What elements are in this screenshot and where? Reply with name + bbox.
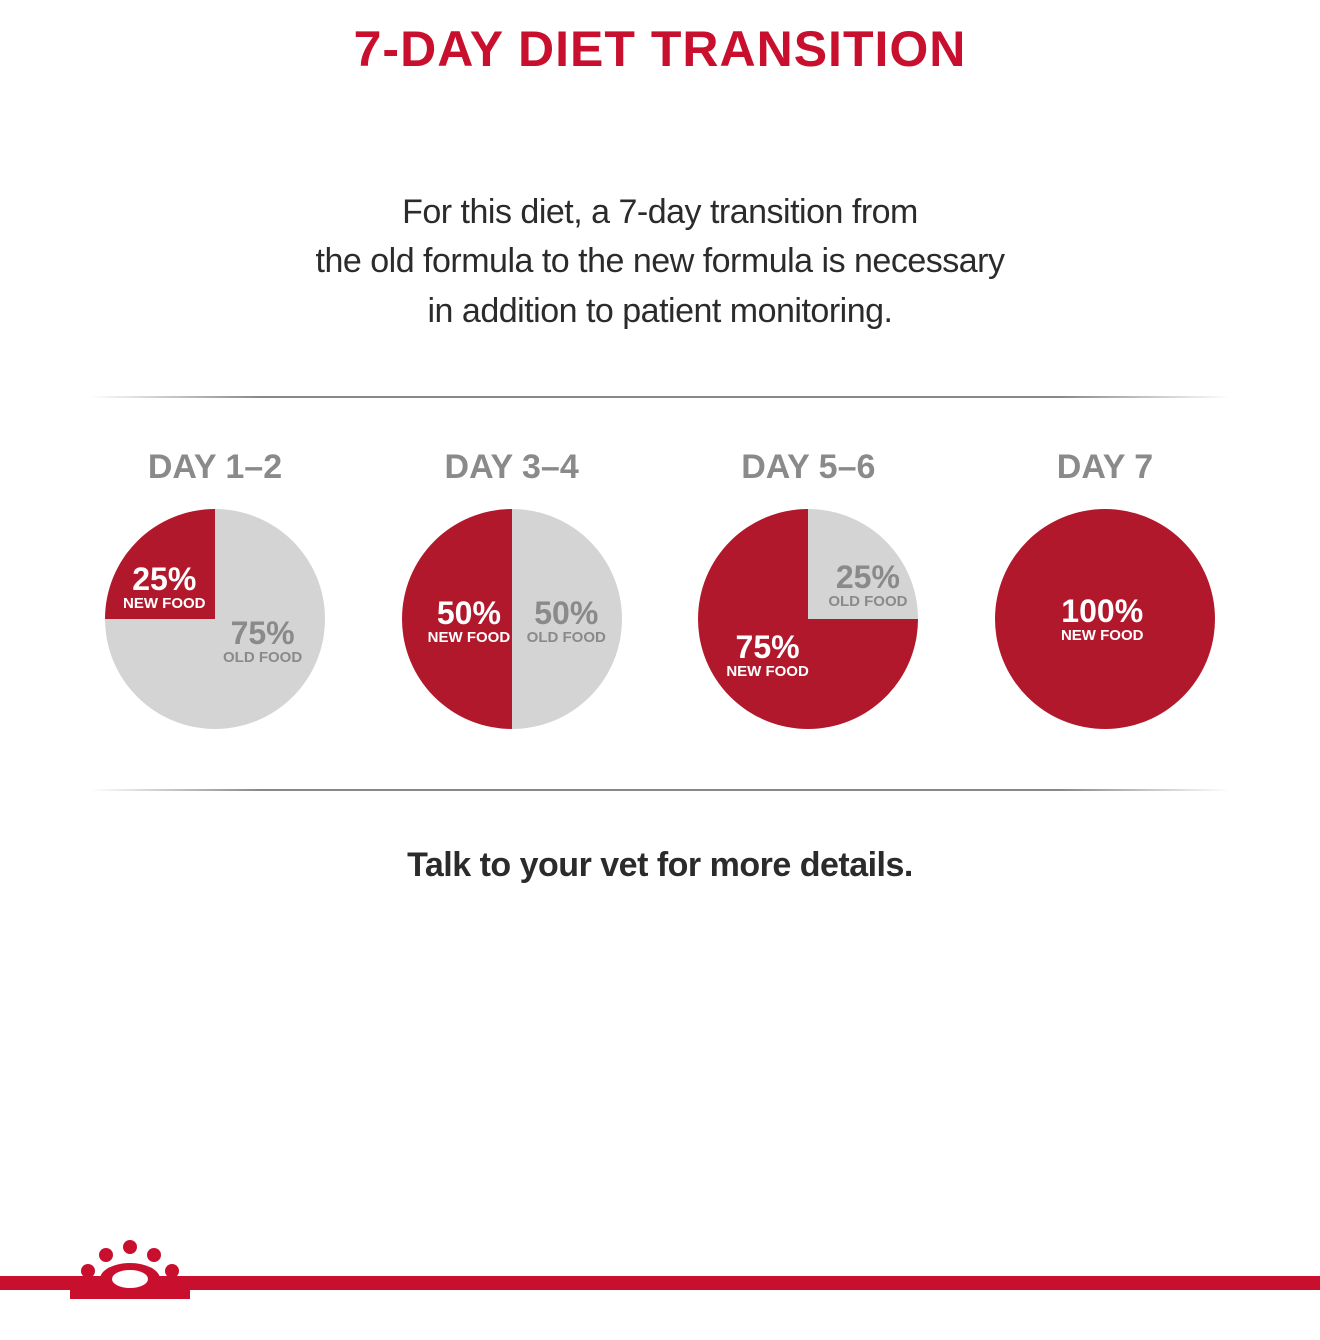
segment-sublabel: OLD FOOD (223, 650, 302, 666)
day-label: DAY 3–4 (445, 448, 579, 487)
day-label: DAY 1–2 (148, 448, 282, 487)
segment-percent: 75% (726, 631, 809, 665)
segment-percent: 50% (428, 597, 511, 631)
segment-sublabel: NEW FOOD (428, 630, 511, 646)
pie-chart: 75%NEW FOOD 25%OLD FOOD (698, 509, 918, 729)
old-food-label: 75%OLD FOOD (223, 617, 302, 666)
brand-bar (0, 1276, 1320, 1290)
chart-cell: DAY 1–2 25%NEW FOOD 75%OLD FOOD (90, 448, 340, 729)
day-label: DAY 7 (1057, 448, 1153, 487)
divider-bottom (90, 789, 1230, 791)
old-food-label: 25%OLD FOOD (828, 561, 907, 610)
new-food-label: 75%NEW FOOD (726, 631, 809, 680)
segment-percent: 50% (527, 597, 606, 631)
footer-text: Talk to your vet for more details. (0, 846, 1320, 885)
divider-top (90, 396, 1230, 398)
page-title: 7-DAY DIET TRANSITION (0, 20, 1320, 78)
crown-logo-icon (70, 1239, 190, 1304)
pie-chart: 50%NEW FOOD50%OLD FOOD (402, 509, 622, 729)
segment-percent: 100% (1061, 595, 1144, 629)
segment-sublabel: OLD FOOD (527, 630, 606, 646)
day-label: DAY 5–6 (741, 448, 875, 487)
segment-sublabel: NEW FOOD (123, 596, 206, 612)
pie-chart: 100%NEW FOOD (995, 509, 1215, 729)
segment-sublabel: OLD FOOD (828, 594, 907, 610)
segment-percent: 25% (123, 563, 206, 597)
subtitle-text: For this diet, a 7-day transition fromth… (0, 188, 1320, 336)
pie-charts-row: DAY 1–225%NEW FOOD75%OLD FOODDAY 3–450%N… (90, 448, 1230, 729)
chart-cell: DAY 3–450%NEW FOOD50%OLD FOOD (387, 448, 637, 729)
segment-sublabel: NEW FOOD (726, 664, 809, 680)
pie-chart: 25%NEW FOOD 75%OLD FOOD (105, 509, 325, 729)
chart-cell: DAY 7 100%NEW FOOD (980, 448, 1230, 729)
new-food-label: 100%NEW FOOD (1061, 595, 1144, 644)
chart-cell: DAY 5–6 75%NEW FOOD 25%OLD FOOD (683, 448, 933, 729)
new-food-label: 50%NEW FOOD (428, 597, 511, 646)
old-food-label: 50%OLD FOOD (527, 597, 606, 646)
segment-sublabel: NEW FOOD (1061, 628, 1144, 644)
new-food-label: 25%NEW FOOD (123, 563, 206, 612)
segment-percent: 25% (828, 561, 907, 595)
segment-percent: 75% (223, 617, 302, 651)
